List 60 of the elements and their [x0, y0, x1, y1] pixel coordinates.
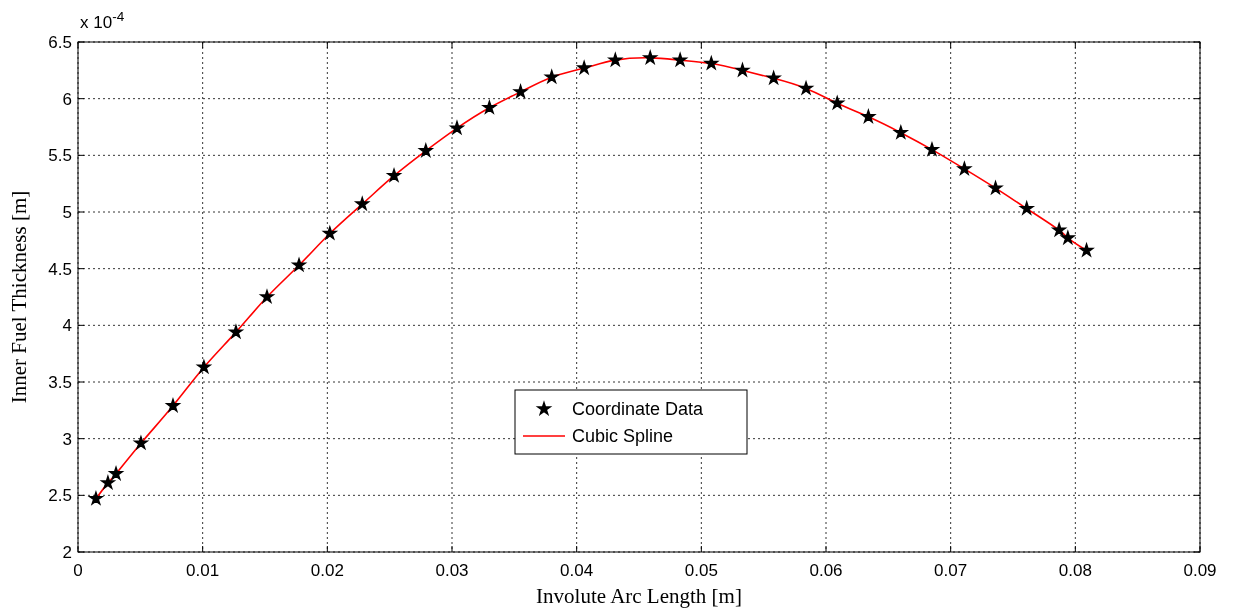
point — [830, 96, 844, 110]
point — [1079, 243, 1094, 257]
point — [861, 109, 876, 123]
x-tick-label: 0.03 — [435, 561, 469, 580]
point — [355, 196, 370, 210]
y-axis-title: Inner Fuel Thickness [m] — [7, 190, 31, 404]
point — [1061, 230, 1075, 244]
x-tick-label: 0.09 — [1183, 561, 1217, 580]
point — [735, 63, 750, 77]
x-tick-label: 0.04 — [560, 561, 594, 580]
point — [643, 50, 657, 64]
point — [957, 161, 972, 175]
point — [387, 168, 401, 182]
x-tick-label: 0.01 — [186, 561, 220, 580]
point — [419, 143, 433, 157]
point — [101, 475, 115, 489]
point — [608, 53, 623, 67]
x-tick-label: 0.02 — [310, 561, 344, 580]
y-tick-label: 5 — [62, 203, 72, 222]
point — [229, 325, 243, 339]
point — [109, 466, 123, 480]
point — [166, 398, 180, 412]
point — [323, 226, 337, 240]
x-tick-label: 0 — [73, 561, 83, 580]
x-tick-label: 0.06 — [809, 561, 843, 580]
point — [894, 125, 908, 139]
x-tick-label: 0.07 — [934, 561, 968, 580]
x-axis-title: Involute Arc Length [m] — [536, 584, 742, 608]
point — [197, 360, 211, 374]
y-tick-label: 6.5 — [48, 33, 72, 52]
point — [577, 60, 591, 74]
y-tick-label: 2.5 — [48, 486, 72, 506]
point — [89, 491, 103, 505]
y-tick-label: 3 — [62, 429, 72, 449]
text: x 10$^{-4}$ — [80, 8, 125, 32]
point — [134, 436, 148, 450]
y-tick-label: 4.5 — [48, 259, 72, 279]
point — [1052, 223, 1066, 237]
point — [544, 70, 559, 84]
legend-label: Cubic Spline — [572, 426, 674, 446]
point — [925, 142, 939, 156]
x-tick-label: 0.05 — [684, 561, 718, 580]
point — [704, 56, 719, 70]
point — [766, 71, 781, 85]
y-tick-label: 6 — [62, 89, 72, 109]
y-tick-label: 5.5 — [48, 146, 72, 166]
point — [799, 81, 813, 95]
point — [513, 84, 528, 98]
point — [260, 289, 274, 303]
x-tick-label: 0.08 — [1058, 561, 1092, 580]
point — [482, 100, 497, 114]
legend-label: Coordinate Data — [572, 399, 705, 419]
point — [450, 121, 464, 135]
y-tick-label: 3.5 — [48, 373, 72, 392]
y-tick-label: 2 — [62, 543, 72, 562]
point — [673, 53, 687, 67]
y-tick-label: 4 — [62, 316, 72, 336]
point — [1019, 201, 1034, 215]
point — [292, 258, 306, 272]
point — [988, 181, 1003, 195]
